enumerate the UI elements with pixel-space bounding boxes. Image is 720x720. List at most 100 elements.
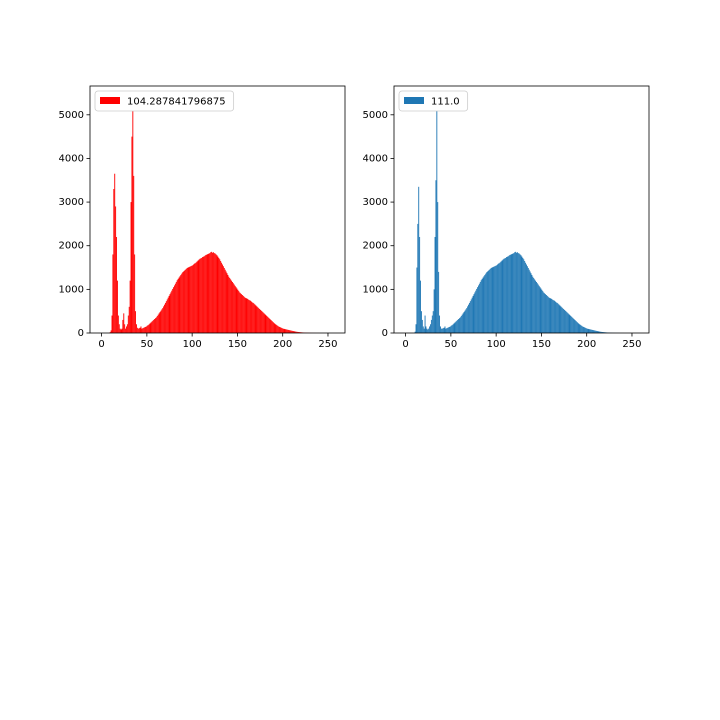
- histogram-bar: [455, 321, 457, 333]
- histogram-bar: [290, 330, 292, 333]
- histogram-bar: [465, 309, 467, 333]
- x-tick-label: 250: [318, 339, 337, 350]
- histogram-bar: [141, 328, 143, 333]
- histogram-bar: [164, 304, 165, 333]
- y-tick-label: 3000: [59, 197, 84, 208]
- histogram-bar: [502, 259, 504, 333]
- histogram-bar: [444, 326, 446, 333]
- histogram-bar: [172, 288, 174, 333]
- histogram-bar: [424, 315, 426, 333]
- histogram-bar: [420, 311, 422, 333]
- histogram-bar: [578, 323, 580, 333]
- histogram-bar: [555, 302, 557, 333]
- histogram-bar: [415, 324, 417, 333]
- histogram-bar: [216, 255, 218, 333]
- legend-label: 104.287841796875: [127, 97, 226, 108]
- histogram-bar: [452, 324, 454, 333]
- histogram-bar: [259, 308, 261, 333]
- histogram-bar: [146, 325, 148, 333]
- histogram-bar: [222, 266, 224, 333]
- histogram-bar: [488, 269, 490, 333]
- histogram-bar: [548, 297, 550, 333]
- histogram-bar: [478, 283, 480, 333]
- legend-box: [94, 90, 235, 112]
- histogram-bar: [431, 315, 433, 333]
- histogram-bar: [244, 297, 246, 333]
- legend: 111.0: [398, 90, 469, 112]
- histogram-bar: [249, 300, 251, 333]
- histogram-bar: [542, 291, 544, 333]
- histogram-bar: [237, 289, 239, 333]
- histogram-bar: [220, 260, 222, 333]
- histogram-bar: [576, 322, 578, 333]
- histogram-bar: [579, 324, 581, 333]
- histogram-bar: [235, 287, 237, 333]
- histogram-bar: [476, 288, 478, 333]
- histogram-bar: [443, 327, 445, 333]
- histogram-bar: [545, 295, 547, 333]
- histogram-bar: [509, 254, 511, 333]
- histogram-bar: [561, 307, 563, 333]
- histogram-bar: [168, 295, 170, 333]
- histogram-bar: [574, 320, 576, 333]
- histogram-bar: [280, 327, 282, 333]
- histogram-bar: [169, 294, 171, 333]
- histogram-bar: [248, 299, 250, 333]
- histogram-bar: [460, 315, 462, 333]
- histogram-bar: [129, 280, 131, 333]
- histogram-bar: [518, 253, 520, 333]
- histogram-bar: [562, 308, 564, 333]
- y-tick-label: 5000: [363, 110, 388, 121]
- histogram-bar: [226, 273, 228, 333]
- histogram-bar: [537, 284, 539, 333]
- histogram-bar: [551, 298, 553, 333]
- histogram-bar: [520, 255, 522, 333]
- histogram-bar: [256, 306, 258, 333]
- histogram-bar: [258, 308, 260, 333]
- histogram-bar: [233, 284, 235, 333]
- histogram-bar: [511, 254, 513, 333]
- histogram-bar: [289, 330, 291, 333]
- histogram-bar: [210, 252, 212, 333]
- histogram-bar: [486, 272, 488, 333]
- histogram-bar: [497, 264, 498, 333]
- histogram-bar: [419, 236, 421, 333]
- histogram-bar: [264, 314, 266, 333]
- histogram-bar: [577, 322, 579, 333]
- histogram-bar: [489, 268, 491, 333]
- histogram-bar: [552, 299, 554, 333]
- histogram-bar: [205, 254, 207, 333]
- histogram-bar: [430, 324, 431, 333]
- y-tick-label: 2000: [59, 241, 84, 252]
- histogram-bar: [481, 278, 483, 333]
- histogram-bar: [201, 257, 203, 333]
- histogram-bar: [184, 269, 186, 333]
- histogram-bar: [155, 317, 157, 333]
- histogram-bar: [196, 261, 198, 333]
- histogram-bar: [575, 321, 577, 333]
- histogram-bar: [156, 315, 158, 333]
- x-tick-label: 150: [228, 339, 247, 350]
- histogram-bar: [449, 326, 451, 333]
- histogram-bar: [166, 299, 168, 333]
- histogram-bar: [142, 328, 144, 333]
- histogram-bar: [257, 307, 259, 333]
- histogram-bar: [538, 285, 540, 333]
- histogram-bar: [176, 280, 178, 333]
- histogram-bar: [602, 332, 604, 333]
- histogram-bar: [440, 328, 442, 333]
- histogram-bar: [463, 312, 465, 333]
- histogram-bar: [588, 329, 590, 333]
- histogram-bar: [569, 315, 571, 333]
- histogram-bar: [525, 262, 527, 333]
- histogram-bar: [529, 271, 531, 333]
- histogram-bar: [590, 329, 592, 333]
- histogram-bar: [238, 291, 240, 333]
- histogram-bar: [453, 323, 455, 333]
- histogram-bar: [459, 318, 460, 333]
- histogram-bar: [132, 108, 134, 333]
- histogram-bar: [477, 287, 479, 333]
- histogram-bar: [543, 292, 545, 333]
- histogram-bar: [522, 257, 524, 333]
- histogram-bar: [219, 259, 221, 333]
